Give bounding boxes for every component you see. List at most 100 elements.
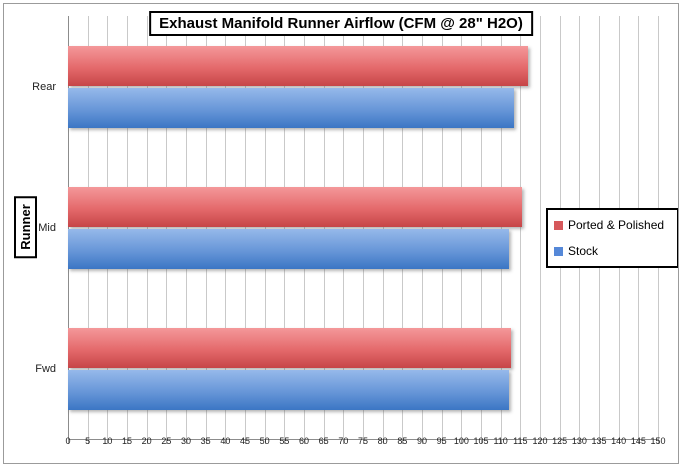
bar-chart: Exhaust Manifold Runner Airflow (CFM @ 2… bbox=[3, 3, 679, 464]
gridline bbox=[540, 16, 541, 439]
gridline bbox=[166, 16, 168, 439]
legend: Ported & Polished Stock bbox=[546, 208, 678, 268]
gridline bbox=[284, 16, 286, 439]
x-tick-label: 50 bbox=[259, 436, 270, 446]
axis-tick bbox=[68, 440, 69, 444]
axis-tick bbox=[422, 440, 423, 444]
x-tick-label: 0 bbox=[65, 436, 71, 446]
x-tick-label: 60 bbox=[298, 436, 309, 446]
category-label-rear: Rear bbox=[32, 80, 56, 93]
axis-tick bbox=[284, 440, 286, 444]
gridline bbox=[481, 16, 482, 439]
axis-tick bbox=[146, 440, 148, 444]
bar-rear-ported bbox=[68, 46, 529, 86]
axis-tick bbox=[245, 440, 246, 444]
y-axis-line bbox=[68, 16, 69, 439]
bar-mid-stock bbox=[68, 229, 509, 269]
axis-tick bbox=[441, 440, 443, 444]
y-axis-title-text: Runner bbox=[18, 204, 33, 250]
axis-tick bbox=[323, 440, 325, 444]
x-tick-label: 150 bbox=[650, 436, 666, 446]
x-tick-label: 140 bbox=[611, 436, 627, 446]
axis-tick bbox=[500, 440, 502, 444]
axis-tick bbox=[225, 440, 227, 444]
axis-tick bbox=[186, 440, 187, 444]
x-tick-label: 105 bbox=[473, 436, 489, 446]
x-tick-label: 95 bbox=[436, 436, 447, 446]
x-tick-label: 100 bbox=[453, 436, 469, 446]
x-tick-label: 45 bbox=[239, 436, 250, 446]
gridline bbox=[422, 16, 423, 439]
category-label-fwd: Fwd bbox=[35, 362, 56, 375]
axis-tick bbox=[363, 440, 364, 444]
gridline bbox=[363, 16, 364, 439]
x-tick-label: 65 bbox=[318, 436, 329, 446]
x-tick-label: 40 bbox=[220, 436, 231, 446]
axis-tick bbox=[618, 440, 620, 444]
gridline bbox=[500, 16, 502, 439]
gridline bbox=[127, 16, 128, 439]
axis-tick bbox=[343, 440, 345, 444]
x-tick-label: 10 bbox=[102, 436, 113, 446]
axis-tick bbox=[481, 440, 482, 444]
legend-label: Ported & Polished bbox=[568, 218, 665, 232]
axis-tick bbox=[540, 440, 541, 444]
legend-swatch-icon bbox=[554, 246, 563, 256]
x-tick-label: 130 bbox=[571, 436, 587, 446]
chart-title: Exhaust Manifold Runner Airflow (CFM @ 2… bbox=[149, 11, 533, 36]
bar-rear-stock bbox=[68, 88, 515, 128]
axis-tick bbox=[166, 440, 168, 444]
axis-tick bbox=[638, 440, 640, 444]
gridline bbox=[186, 16, 187, 439]
x-tick-label: 110 bbox=[493, 436, 508, 446]
gridline bbox=[461, 16, 463, 439]
x-tick-label: 115 bbox=[513, 436, 528, 446]
axis-tick bbox=[579, 440, 581, 444]
axis-tick bbox=[107, 440, 109, 444]
plot-area bbox=[68, 16, 659, 444]
y-axis-title: Runner bbox=[14, 196, 37, 258]
gridline bbox=[205, 16, 207, 439]
x-tick-label: 20 bbox=[141, 436, 152, 446]
bar-fwd-stock bbox=[68, 370, 509, 410]
x-tick-label: 85 bbox=[397, 436, 408, 446]
gridline bbox=[343, 16, 345, 439]
gridline bbox=[323, 16, 325, 439]
gridline bbox=[225, 16, 227, 439]
gridline bbox=[245, 16, 246, 439]
x-tick-label: 120 bbox=[532, 436, 548, 446]
gridline bbox=[304, 16, 305, 439]
bar-mid-ported bbox=[68, 187, 523, 227]
gridline bbox=[87, 16, 89, 439]
legend-swatch-icon bbox=[554, 220, 563, 230]
x-tick-label: 135 bbox=[591, 436, 607, 446]
axis-tick bbox=[304, 440, 305, 444]
gridline bbox=[441, 16, 443, 439]
x-axis-line bbox=[68, 439, 659, 440]
gridline bbox=[382, 16, 384, 439]
gridline bbox=[402, 16, 404, 439]
gridline bbox=[146, 16, 148, 439]
axis-tick bbox=[382, 440, 384, 444]
axis-tick bbox=[658, 440, 659, 444]
legend-label: Stock bbox=[568, 244, 599, 258]
axis-tick bbox=[264, 440, 266, 444]
x-tick-label: 30 bbox=[180, 436, 191, 446]
axis-tick bbox=[127, 440, 128, 444]
bar-fwd-ported bbox=[68, 328, 511, 368]
axis-tick bbox=[520, 440, 522, 444]
axis-tick bbox=[87, 440, 89, 444]
x-tick-label: 25 bbox=[161, 436, 172, 446]
x-tick-label: 145 bbox=[630, 436, 646, 446]
axis-tick bbox=[205, 440, 207, 444]
gridline bbox=[107, 16, 109, 439]
x-tick-label: 75 bbox=[357, 436, 368, 446]
axis-tick bbox=[402, 440, 404, 444]
axis-tick bbox=[559, 440, 561, 444]
x-tick-label: 70 bbox=[338, 436, 349, 446]
gridline bbox=[520, 16, 522, 439]
x-tick-label: 90 bbox=[416, 436, 427, 446]
axis-tick bbox=[599, 440, 600, 444]
category-label-mid: Mid bbox=[38, 221, 56, 234]
x-tick-label: 55 bbox=[279, 436, 290, 446]
